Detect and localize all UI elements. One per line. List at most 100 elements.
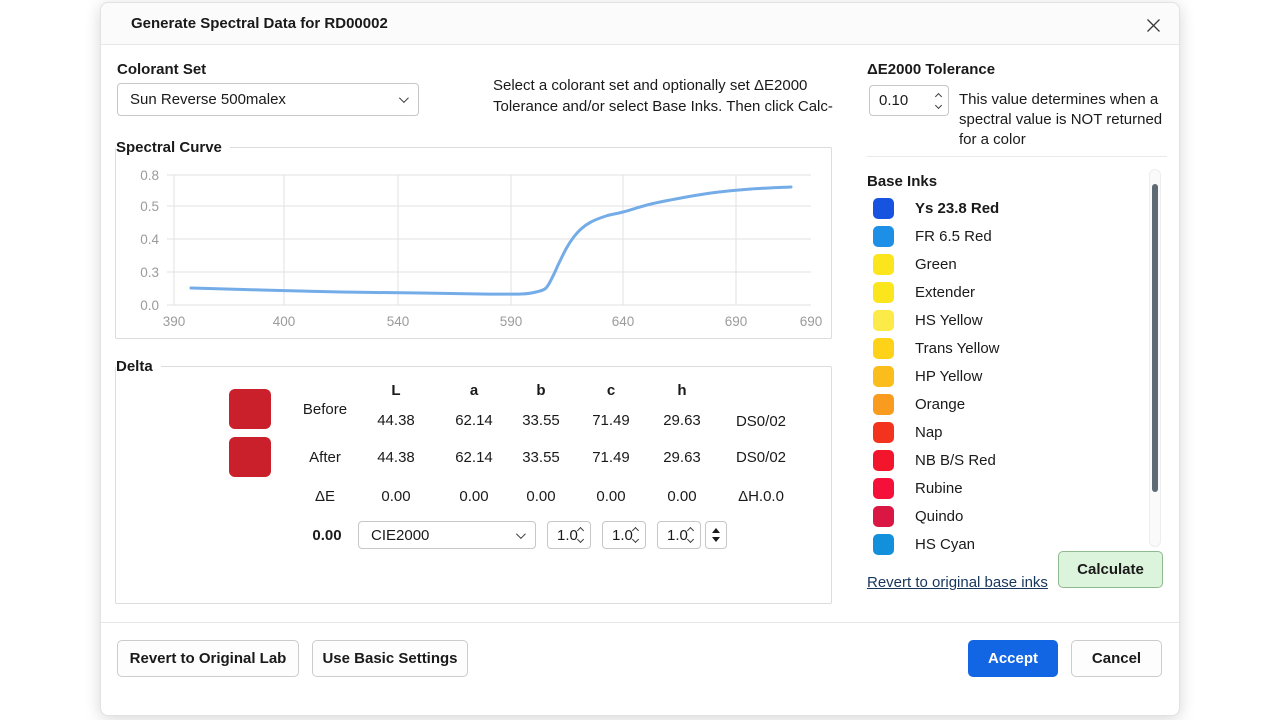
ink-color-swatch (873, 197, 894, 219)
base-ink-item[interactable]: Green (867, 250, 1137, 278)
chart-tick-label: 390 (163, 314, 186, 329)
after-suffix: DS0/02 (735, 449, 787, 466)
before-value: 29.63 (663, 412, 701, 429)
chevron-down-icon (576, 535, 585, 544)
chart-tick-label: 0.4 (140, 232, 159, 247)
use-basic-settings-button[interactable]: Use Basic Settings (312, 640, 468, 677)
delta-column-header: h (677, 382, 687, 399)
scrollbar-thumb[interactable] (1152, 184, 1158, 492)
chevron-down-icon (686, 535, 695, 544)
accept-button[interactable]: Accept (968, 640, 1058, 677)
delta-e-value: 0.00 (596, 488, 626, 505)
tolerance-spinner[interactable]: 0.10 (869, 85, 949, 116)
base-ink-item[interactable]: Ys 23.8 Red (867, 194, 1137, 222)
before-value: 44.38 (377, 412, 415, 429)
weight-c-spinner[interactable]: 1.0 (602, 521, 646, 549)
weight-l-spinner[interactable]: 1.0 (547, 521, 591, 549)
chart-tick-label: 0.5 (140, 199, 159, 214)
delta-e-value: 0.00 (459, 488, 489, 505)
chart-tick-label: 640 (612, 314, 635, 329)
base-inks-list: Ys 23.8 Red FR 6.5 Red Green Extender HS Yel… (867, 194, 1137, 558)
ink-label: Extender (915, 283, 976, 301)
chart-tick-label: 400 (273, 314, 296, 329)
delta-column-header: c (606, 382, 616, 399)
weight-l-spin-buttons[interactable] (576, 526, 585, 544)
delta-method-value: CIE2000 (371, 526, 430, 544)
ink-color-swatch (873, 449, 894, 471)
base-ink-item[interactable]: Quindo (867, 502, 1137, 530)
delta-e-value: 0.00 (526, 488, 556, 505)
ink-label: HP Yellow (915, 367, 983, 385)
chevron-down-icon (631, 535, 640, 544)
base-ink-item[interactable]: FR 6.5 Red (867, 222, 1137, 250)
delta-column-header: b (536, 382, 546, 399)
delta-e-value: 0.00 (667, 488, 697, 505)
delta-column-header: a (469, 382, 479, 399)
delta-legend: Delta (116, 358, 153, 375)
delta-method-select[interactable]: CIE2000 (358, 521, 536, 549)
cancel-button[interactable]: Cancel (1071, 640, 1162, 677)
ink-label: Quindo (915, 507, 964, 525)
ink-label: Green (915, 255, 957, 273)
ink-label: Trans Yellow (915, 339, 1000, 357)
after-value: 29.63 (663, 449, 701, 466)
ink-color-swatch (873, 337, 894, 359)
ink-label: HS Cyan (915, 535, 976, 553)
base-ink-item[interactable]: NB B/S Red (867, 446, 1137, 474)
ink-color-swatch (873, 281, 894, 303)
delta-e-value: 0.00 (381, 488, 411, 505)
revert-original-lab-button[interactable]: Revert to Original Lab (117, 640, 299, 677)
revert-base-inks-link[interactable]: Revert to original base inks (867, 574, 1048, 591)
chart-tick-label: 0.8 (140, 168, 159, 183)
calculate-button[interactable]: Calculate (1058, 551, 1163, 588)
chevron-down-icon (934, 101, 943, 109)
chevron-down-icon (515, 528, 526, 539)
extra-stepper[interactable] (705, 521, 727, 549)
base-ink-item[interactable]: Trans Yellow (867, 334, 1137, 362)
delta-fieldset: Delta (115, 358, 832, 604)
after-color-swatch (229, 437, 271, 477)
tolerance-spin-buttons[interactable] (934, 92, 943, 109)
generate-spectral-data-dialog: Generate Spectral Data for RD00002 Color… (100, 2, 1180, 716)
ink-label: NB B/S Red (915, 451, 996, 469)
weight-h-spin-buttons[interactable] (686, 526, 695, 544)
base-ink-item[interactable]: Nap (867, 418, 1137, 446)
colorant-set-label: Colorant Set (117, 61, 207, 78)
ink-label: FR 6.5 Red (915, 227, 992, 245)
chart-tick-label: 0.3 (140, 265, 159, 280)
weight-h-spinner[interactable]: 1.0 (657, 521, 701, 549)
base-inks-scrollbar[interactable] (1149, 169, 1161, 547)
spectral-curve-chart: 0.8 0.5 0.4 0.3 0.0 390 400 540 590 640 690 690 (140, 168, 822, 329)
ink-label: Ys 23.8 Red (915, 199, 1000, 217)
chart-tick-label: 690 (725, 314, 748, 329)
ink-color-swatch (873, 365, 894, 387)
ink-color-swatch (873, 393, 894, 415)
delta-column-header: L (391, 382, 401, 399)
close-button[interactable] (1141, 13, 1165, 37)
weight-l-value: 1.0 (557, 526, 578, 544)
base-ink-item[interactable]: HS Yellow (867, 306, 1137, 334)
weight-c-spin-buttons[interactable] (631, 526, 640, 544)
tolerance-value: 0.10 (879, 92, 909, 109)
base-ink-item[interactable]: HS Cyan (867, 530, 1137, 558)
ink-color-swatch (873, 225, 894, 247)
chevron-up-icon (631, 526, 640, 535)
chart-tick-label: 0.0 (140, 298, 159, 313)
before-value: 71.49 (592, 412, 630, 429)
tolerance-label: ΔE2000 Tolerance (867, 61, 996, 78)
before-value: 62.14 (455, 412, 493, 429)
triangle-down-icon (712, 537, 720, 542)
chevron-up-icon (934, 92, 943, 100)
after-value: 44.38 (377, 449, 415, 466)
chart-tick-label: 540 (387, 314, 410, 329)
instructions-text: Select a colorant set and optionally set… (493, 77, 833, 115)
base-ink-item[interactable]: Extender (867, 278, 1137, 306)
base-ink-item[interactable]: Rubine (867, 474, 1137, 502)
delta-e-suffix: ΔH.0.0 (738, 488, 784, 505)
base-ink-item[interactable]: HP Yellow (867, 362, 1137, 390)
spectral-curve-fieldset: Spectral Curve (115, 139, 832, 339)
colorant-set-select[interactable]: Sun Reverse 500malex (117, 83, 419, 116)
base-ink-item[interactable]: Orange (867, 390, 1137, 418)
ink-color-swatch (873, 309, 894, 331)
spectral-curve-line (189, 185, 793, 296)
